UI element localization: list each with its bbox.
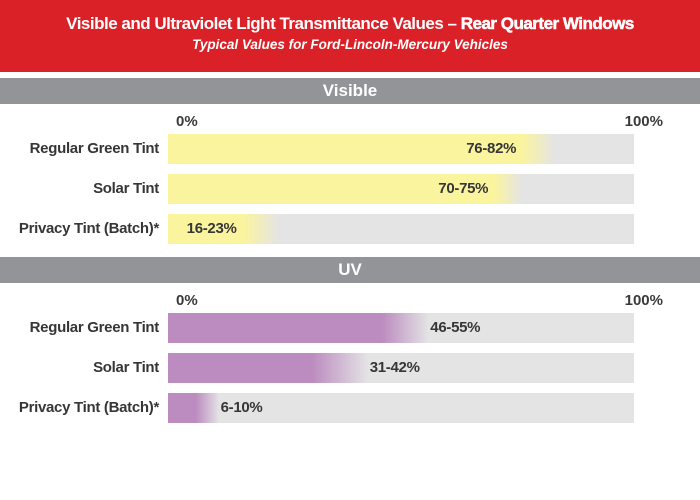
- title-banner: Visible and Ultraviolet Light Transmitta…: [0, 0, 700, 72]
- value-label: 31-42%: [369, 359, 420, 376]
- axis-max-label: 100%: [624, 113, 663, 130]
- bar-track: 16-23%: [168, 214, 634, 244]
- bar-track: 46-55%: [168, 313, 634, 343]
- bar-track: 76-82%: [168, 134, 634, 164]
- section-header-label: Visible: [322, 81, 378, 100]
- row-label: Regular Green Tint: [29, 140, 160, 157]
- row-label: Solar Tint: [93, 359, 159, 376]
- value-label: 16-23%: [186, 220, 237, 237]
- row-label: Solar Tint: [93, 180, 159, 197]
- bar-row: Solar Tint 70-75%: [0, 174, 700, 204]
- page-subtitle: Typical Values for Ford-Lincoln-Mercury …: [192, 37, 508, 52]
- axis-max-label: 100%: [624, 292, 663, 309]
- section-header-visible: Visible: [0, 78, 700, 104]
- value-label: 46-55%: [430, 319, 481, 336]
- axis-scale-row: 0% 100%: [0, 104, 700, 134]
- page-title-bold: Rear Quarter Windows: [460, 14, 634, 34]
- bar-row: Regular Green Tint 46-55%: [0, 313, 700, 343]
- bar-track: 6-10%: [168, 393, 634, 423]
- axis-min-label: 0%: [176, 292, 198, 309]
- axis-min-label: 0%: [176, 113, 198, 130]
- bar-row: Privacy Tint (Batch)* 6-10%: [0, 393, 700, 423]
- row-label: Privacy Tint (Batch)*: [18, 399, 159, 416]
- page-title-regular: Visible and Ultraviolet Light Transmitta…: [66, 14, 461, 33]
- value-label: 76-82%: [466, 140, 517, 157]
- section-header-label: UV: [338, 260, 362, 279]
- row-label: Privacy Tint (Batch)*: [18, 220, 159, 237]
- section-uv: UV 0% 100% Regular Green Tint 46-55% Solar Ti…: [0, 257, 700, 423]
- axis-scale-row: 0% 100%: [0, 283, 700, 313]
- bar-track: 31-42%: [168, 353, 634, 383]
- section-visible: Visible 0% 100% Regular Green Tint 76-82% Sol…: [0, 78, 700, 244]
- page-title: Visible and Ultraviolet Light Transmitta…: [0, 14, 700, 34]
- value-label: 6-10%: [220, 399, 263, 416]
- value-label: 70-75%: [438, 180, 489, 197]
- bar-row: Regular Green Tint 76-82%: [0, 134, 700, 164]
- section-header-uv: UV: [0, 257, 700, 283]
- bar-row: Privacy Tint (Batch)* 16-23%: [0, 214, 700, 244]
- bar-track: 70-75%: [168, 174, 634, 204]
- row-label: Regular Green Tint: [29, 319, 160, 336]
- chart-sections: Visible 0% 100% Regular Green Tint 76-82% Sol…: [0, 78, 700, 423]
- bar-row: Solar Tint 31-42%: [0, 353, 700, 383]
